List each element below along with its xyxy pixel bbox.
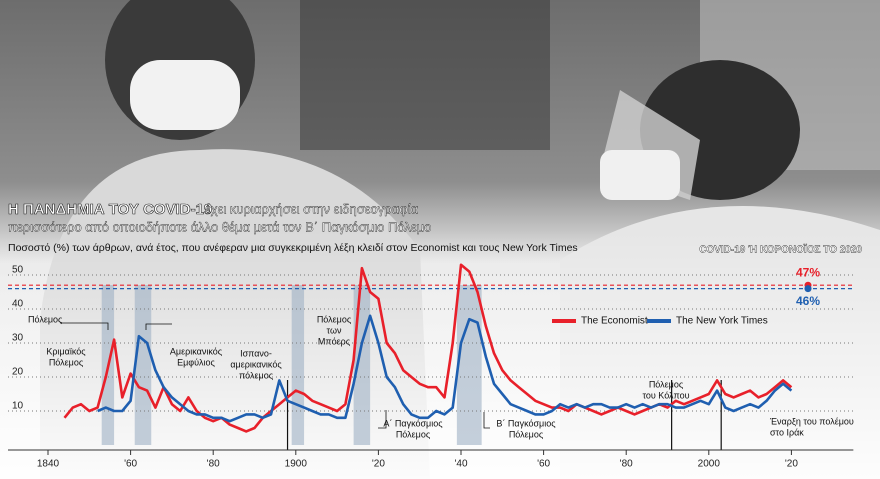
annotation: Πόλεμος: [317, 314, 352, 324]
annotation: Αμερικανικός: [170, 346, 223, 356]
y-tick-label: 40: [12, 299, 24, 310]
annotation: των: [327, 325, 342, 335]
x-tick-label: '60: [124, 459, 137, 470]
x-tick-label: '80: [620, 459, 633, 470]
annotation: του Κόλπου: [642, 390, 689, 400]
x-tick-label: '20: [785, 459, 798, 470]
series-line: [97, 314, 793, 423]
shaded-period: [456, 285, 482, 445]
annotation: Α΄ Παγκόσμιος: [383, 418, 443, 428]
shaded-period: [291, 285, 305, 445]
annotation: Πόλεμος: [49, 357, 84, 367]
annotation: Ισπανο-: [240, 348, 272, 358]
annotation-leader: [60, 322, 109, 330]
y-tick-label: 30: [12, 333, 24, 344]
covid-value-label: 47%: [796, 265, 820, 279]
x-tick-label: 2000: [698, 459, 721, 470]
title-line: έχει κυριαρχήσει στην ειδησεογραφία: [205, 201, 419, 216]
annotation: Β΄ Παγκόσμιος: [496, 418, 556, 428]
annotation: Πόλεμος: [509, 429, 544, 439]
covid-label: COVID-19 Ή ΚΟΡΟΝΟΪΟΣ ΤΟ 2020: [699, 243, 862, 256]
annotation: Πόλεμος: [28, 314, 63, 324]
annotation: Εμφύλιος: [177, 357, 215, 367]
subtitle: Ποσοστό (%) των άρθρων, ανά έτος, που αν…: [8, 242, 578, 254]
annotation-leader: [483, 412, 490, 429]
annotation: αμερικανικός: [230, 359, 282, 369]
x-tick-label: 1900: [285, 459, 308, 470]
annotation: Κριμαϊκός: [46, 346, 86, 356]
annotation-leader: [145, 323, 172, 330]
x-tick-label: '20: [372, 459, 385, 470]
y-tick-label: 10: [12, 401, 24, 412]
legend-label: The New York Times: [676, 316, 768, 327]
x-tick-label: '80: [207, 459, 220, 470]
covid-value-label: 46%: [796, 294, 820, 308]
x-tick-label: 1840: [37, 459, 60, 470]
annotation: Μπόερς: [318, 336, 351, 346]
annotation: στο Ιράκ: [770, 427, 804, 437]
y-tick-label: 50: [12, 265, 24, 276]
annotation: Έναρξη του πολέμου: [769, 416, 854, 426]
y-tick-label: 20: [12, 367, 24, 378]
annotation: Πόλεμος: [396, 429, 431, 439]
chart-title: Η ΠΑΝΔΗΜΙΑ ΤΟΥ COVID-19: [8, 201, 212, 218]
title-line: περισσότερο από οποιοδήποτε άλλο θέμα με…: [8, 219, 431, 234]
covid-dot: [804, 285, 812, 293]
annotation: Πόλεμος: [649, 379, 684, 389]
legend-label: The Economist: [581, 316, 648, 327]
shaded-period: [134, 285, 152, 445]
annotation: πόλεμος: [239, 370, 274, 380]
x-tick-label: '40: [454, 459, 467, 470]
annotation-leader: [378, 410, 387, 429]
x-tick-label: '60: [537, 459, 550, 470]
